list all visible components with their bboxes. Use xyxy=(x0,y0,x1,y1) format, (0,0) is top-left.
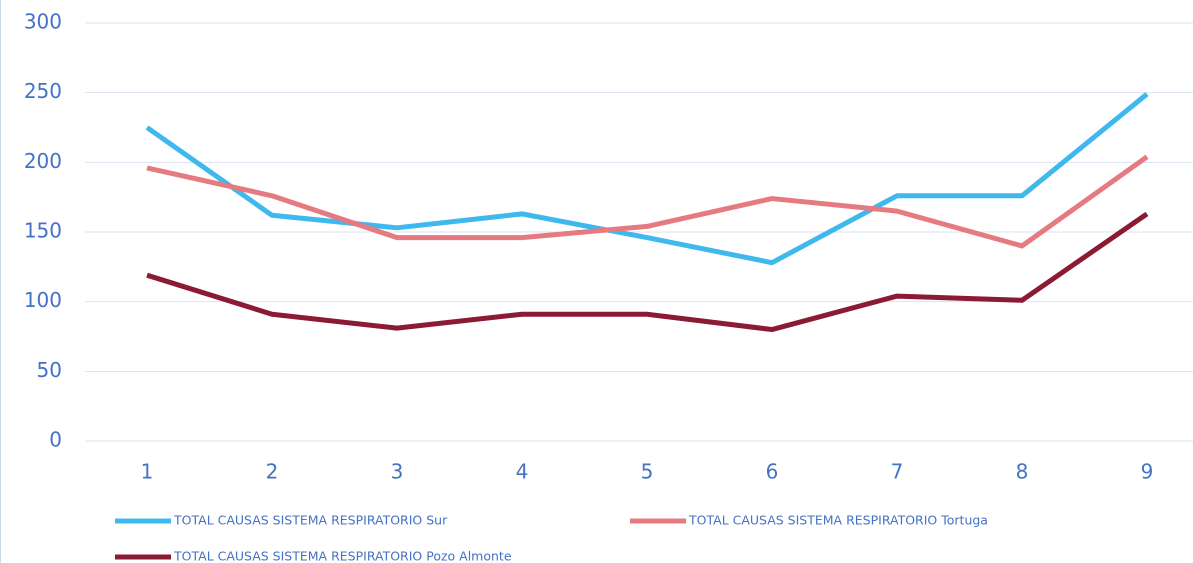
x-tick-label: 2 xyxy=(266,460,279,484)
y-tick-label: 300 xyxy=(24,10,62,34)
y-tick-label: 200 xyxy=(24,149,62,173)
y-tick-label: 100 xyxy=(24,288,62,312)
x-tick-label: 5 xyxy=(641,460,654,484)
legend-label: TOTAL CAUSAS SISTEMA RESPIRATORIO Tortug… xyxy=(688,513,988,528)
series-line xyxy=(146,211,1149,333)
x-tick-label: 9 xyxy=(1141,460,1154,484)
y-tick-label: 150 xyxy=(24,219,62,243)
series-line xyxy=(145,92,1149,266)
legend-label: TOTAL CAUSAS SISTEMA RESPIRATORIO Sur xyxy=(173,513,448,528)
x-tick-label: 1 xyxy=(141,460,154,484)
x-tick-label: 7 xyxy=(891,460,904,484)
y-tick-label: 50 xyxy=(37,358,62,382)
y-tick-label: 0 xyxy=(49,428,62,452)
x-tick-label: 3 xyxy=(391,460,404,484)
y-tick-label: 250 xyxy=(24,79,62,103)
x-tick-label: 8 xyxy=(1016,460,1029,484)
x-tick-label: 4 xyxy=(516,460,529,484)
legend-label: TOTAL CAUSAS SISTEMA RESPIRATORIO Pozo A… xyxy=(173,549,512,563)
series-line xyxy=(146,154,1149,249)
x-tick-label: 6 xyxy=(766,460,779,484)
